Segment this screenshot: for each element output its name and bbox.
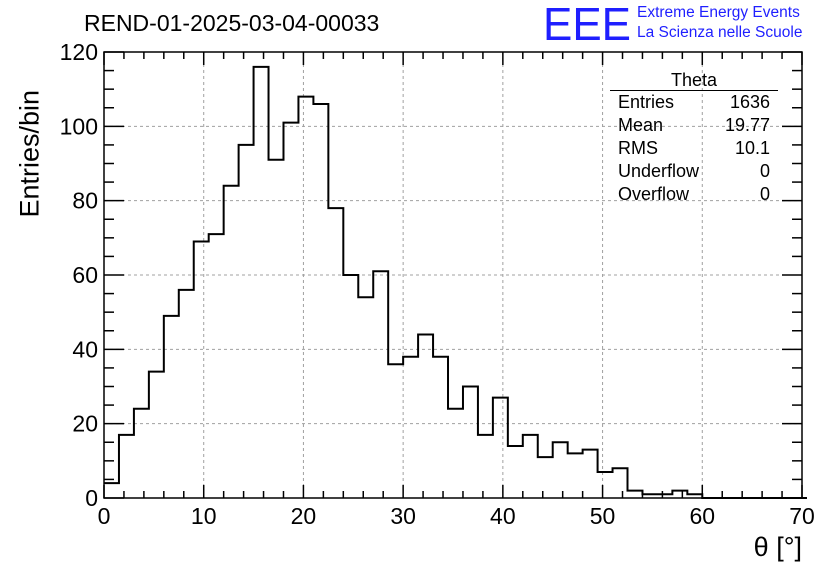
tick-labels: 0 10 20 30 40 50 60 70 0 20 40 60 80 100 120: [60, 39, 815, 529]
eee-logo: EEE: [543, 2, 631, 44]
stats-row-value: 0: [759, 184, 770, 204]
x-tick-label: 0: [98, 503, 111, 529]
stats-row-label: Entries: [618, 92, 675, 112]
stats-row-value: 0: [759, 161, 770, 181]
logo-line-1: Extreme Energy Events: [637, 4, 800, 21]
x-tick-label: 50: [590, 503, 616, 529]
stats-box: Theta Entries 1636 Mean 19.77 RMS 10.1 Underfl…: [610, 70, 778, 206]
x-tick-label: 30: [390, 503, 416, 529]
stats-row-value: 1636: [729, 92, 770, 112]
run-title: REND-01-2025-03-04-00033: [84, 10, 380, 36]
stats-row-label: Mean: [618, 115, 664, 135]
x-tick-label: 20: [291, 503, 317, 529]
stats-row-value: 19.77: [724, 115, 770, 135]
stats-row-label: Overflow: [618, 184, 690, 204]
stats-row: Entries 1636: [610, 91, 778, 114]
histogram-step-line: [104, 65, 807, 499]
plot-frame: [103, 51, 803, 499]
y-tick-label: 0: [85, 485, 98, 511]
stats-rows: Entries 1636 Mean 19.77 RMS 10.1 Underflow 0 Ove…: [610, 91, 778, 206]
logo-line-2: La Scienza nelle Scuole: [637, 24, 803, 41]
y-tick-label: 60: [72, 262, 98, 288]
y-tick-label: 120: [60, 39, 98, 65]
y-tick-label: 80: [72, 188, 98, 214]
x-axis-label: θ [°]: [753, 532, 802, 562]
grid-lines: [104, 52, 802, 498]
x-tick-label: 40: [490, 503, 516, 529]
stats-row: Overflow 0: [610, 183, 778, 206]
eee-logo-text: EEE: [543, 2, 631, 44]
stats-title: Theta: [610, 70, 778, 91]
x-tick-label: 60: [689, 503, 715, 529]
stats-row: RMS 10.1: [610, 137, 778, 160]
y-tick-label: 20: [72, 411, 98, 437]
y-tick-label: 40: [72, 336, 98, 362]
x-tick-label: 10: [191, 503, 217, 529]
y-axis-label: Entries/bin: [14, 89, 45, 218]
y-tick-label: 100: [60, 113, 98, 139]
stats-row-value: 10.1: [734, 138, 770, 158]
stats-row: Mean 19.77: [610, 114, 778, 137]
x-tick-label: 70: [789, 503, 815, 529]
stats-row-label: Underflow: [618, 161, 700, 181]
stats-row: Underflow 0: [610, 160, 778, 183]
stats-row-label: RMS: [618, 138, 658, 158]
